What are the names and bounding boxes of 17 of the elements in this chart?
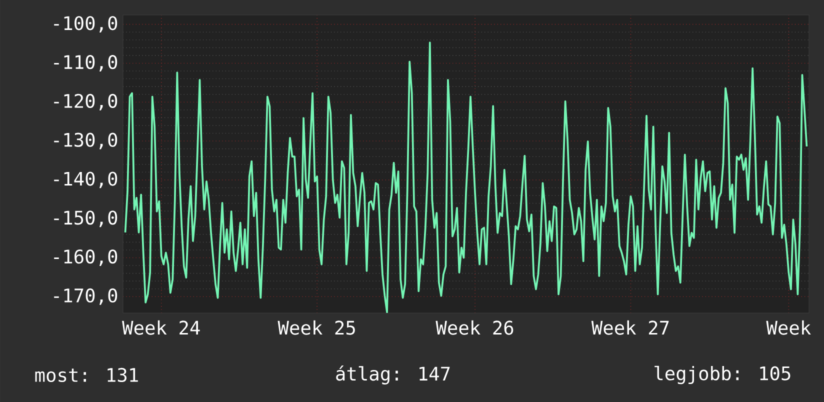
y-tick-label: -100,0 [54, 16, 118, 33]
y-tick-label: -120,0 [54, 94, 118, 110]
x-tick-label: Week 27 [591, 320, 669, 335]
line-series [124, 42, 808, 313]
x-tick-label: Week 26 [436, 320, 514, 335]
y-tick-label: -170,0 [54, 288, 118, 305]
text: legjobb: 105 [654, 366, 790, 384]
text: most: 131 [35, 368, 138, 382]
x-tick-label: Week [766, 320, 811, 335]
text: átlag: 147 [336, 366, 450, 384]
x-tick-label: Week 24 [122, 320, 200, 335]
y-tick-label: -160,0 [54, 249, 118, 266]
y-tick-label: -130,0 [54, 132, 118, 150]
y-tick-label: -110,0 [54, 54, 118, 72]
x-tick-label: Week 25 [278, 320, 355, 335]
y-tick-label: -150,0 [54, 210, 118, 228]
y-tick-label: -140,0 [54, 172, 118, 188]
